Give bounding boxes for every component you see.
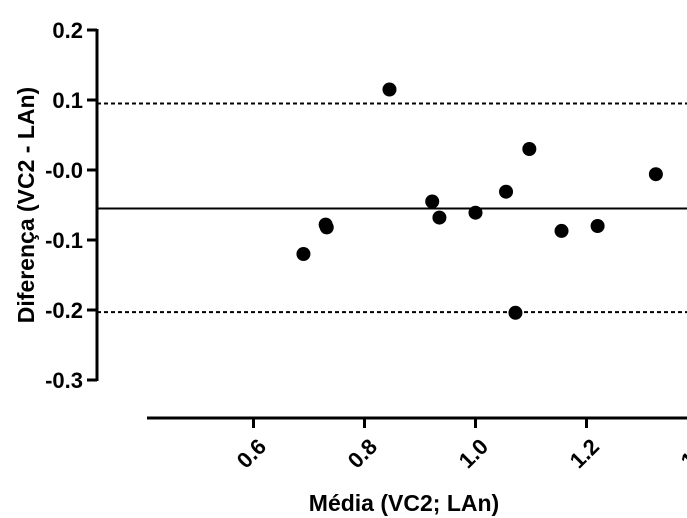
data-point bbox=[508, 305, 523, 320]
y-tick-label: 0.2 bbox=[52, 18, 83, 43]
axes bbox=[95, 29, 687, 420]
x-axis-ticks: 0.6 0.8 1.0 1.2 1.4 bbox=[232, 418, 687, 473]
data-point bbox=[468, 205, 483, 220]
y-axis-ticks: 0.2 0.1 -0.0 -0.1 -0.2 -0.3 bbox=[45, 18, 97, 393]
reference-lines bbox=[97, 102, 687, 314]
x-tick-label: 1.2 bbox=[565, 434, 604, 473]
data-points bbox=[296, 82, 663, 320]
x-axis-title: Média (VC2; LAn) bbox=[309, 490, 499, 516]
data-point bbox=[425, 194, 440, 209]
data-point bbox=[648, 167, 663, 182]
x-tick-label: 1.4 bbox=[676, 433, 687, 473]
y-axis-title: Diferença (VC2 - LAn) bbox=[13, 87, 39, 323]
y-tick-label: -0.1 bbox=[45, 228, 83, 253]
data-point bbox=[296, 247, 311, 261]
y-tick-label: -0.3 bbox=[45, 368, 83, 393]
y-tick-label: 0.1 bbox=[52, 88, 83, 113]
data-point bbox=[319, 220, 334, 235]
x-tick-label: 1.0 bbox=[454, 434, 493, 473]
data-point bbox=[522, 142, 537, 156]
data-point bbox=[432, 210, 447, 225]
x-tick-label: 0.8 bbox=[343, 434, 382, 473]
data-point bbox=[590, 219, 605, 233]
data-point bbox=[499, 184, 514, 199]
data-point bbox=[554, 223, 569, 238]
y-tick-label: -0.0 bbox=[45, 158, 83, 183]
data-point bbox=[382, 82, 397, 97]
x-tick-label: 0.6 bbox=[232, 434, 271, 473]
y-tick-label: -0.2 bbox=[45, 298, 83, 323]
